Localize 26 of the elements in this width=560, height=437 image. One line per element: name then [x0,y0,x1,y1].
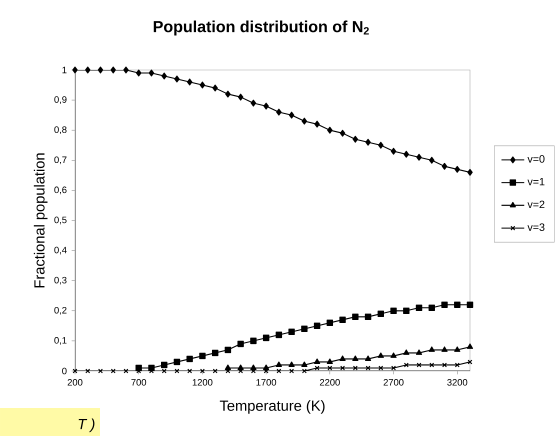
y-tick-label: 0,3 [54,277,67,285]
chart-title: Population distribution of N$_{2}$ [154,20,369,36]
y-tick-label: 0,5 [54,216,67,225]
y-tick-label: 0 [62,368,67,374]
x-tick-label: 3200 [447,379,468,386]
x-tick-label: 1700 [256,379,276,386]
y-tick-label: 0,2 [54,307,66,315]
x-tick-label: 2200 [320,379,340,386]
y-tick-label: 0,6 [54,186,67,194]
legend-label: v=0 [527,155,545,163]
legend-label: v=2 [527,200,544,208]
x-tick-label: 200 [68,379,82,386]
x-tick-label: 700 [131,379,146,386]
y-tick-label: 0,4 [54,246,67,255]
y-tick-label: 0,8 [54,126,67,134]
y-tick-label: 0,1 [54,337,66,345]
legend-label: v=3 [527,224,544,232]
y-tick-label: 1 [62,66,66,74]
y-tick-label: 0,9 [54,96,67,104]
legend-label: v=1 [527,178,544,186]
x-tick-label: 2700 [384,379,404,386]
y-tick-label: 0,7 [54,156,66,164]
text: T ) [78,418,94,432]
x-axis-title: Temperature (K) [220,400,325,414]
y-axis-title: Fractional population [34,154,48,288]
x-tick-label: 1200 [192,379,212,386]
